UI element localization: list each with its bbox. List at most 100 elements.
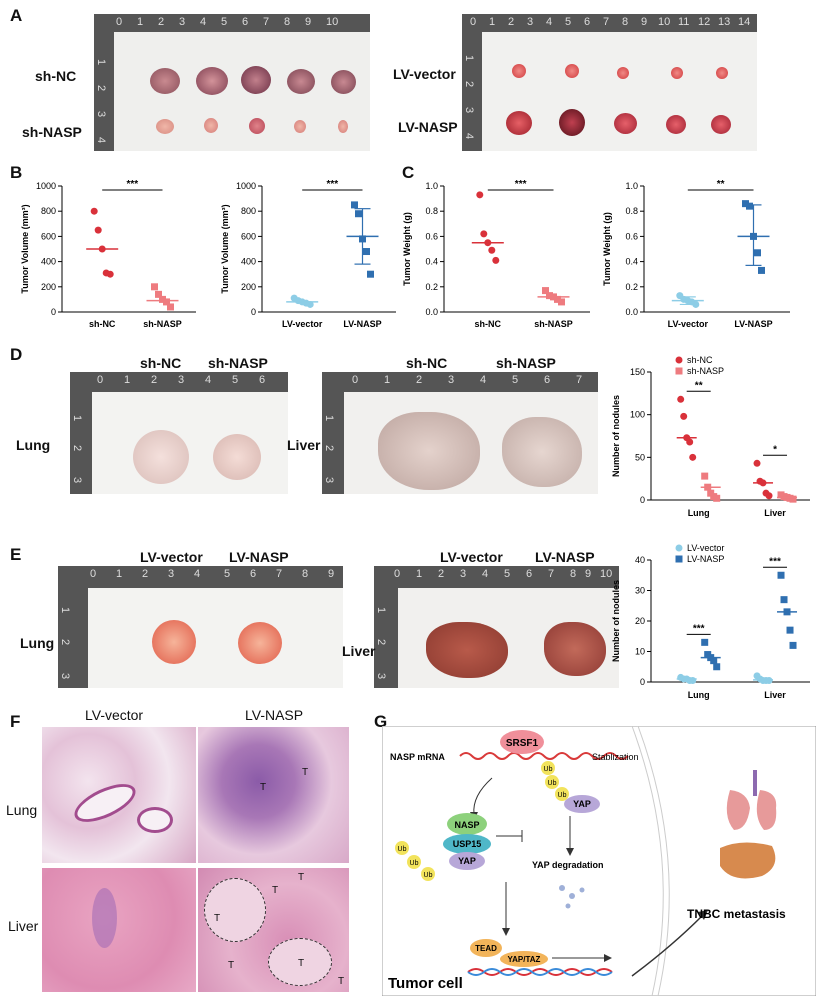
svg-text:Ub: Ub (410, 860, 419, 867)
tumor-vector-5 (716, 67, 728, 79)
tumor-photo-sh: 0 1 2 3 4 5 6 7 8 9 10 1 2 3 4 (94, 14, 370, 151)
e-header-liver-lv-nasp: LV-NASP (535, 549, 595, 565)
data-point (492, 256, 500, 264)
liver-photo-d: 0 1 2 3 4 5 6 7 1 2 3 (322, 372, 598, 494)
d-liver-label: Liver (287, 437, 321, 453)
y-tick-label: 0.4 (625, 257, 638, 267)
lung-sh-nc (133, 430, 189, 484)
y-tick-label: 30 (635, 586, 645, 596)
chart-b-volume-sh: 0 200 400 600 800 1000 Tumor Volume (mm³) sh-NC… (20, 179, 196, 329)
x-tick-label: Lung (688, 508, 710, 518)
yap-degradation-label: YAP degradation (532, 860, 604, 870)
tumor-cell-label: Tumor cell (388, 975, 463, 992)
ruler-horizontal: 0 1 2 3 4 5 6 (70, 372, 288, 392)
ruler-horizontal: 0 1 2 3 4 5 6 7 8 9 (58, 566, 343, 588)
y-tick-label: 10 (635, 647, 645, 657)
f-col-lv-vector: LV-vector (85, 707, 144, 723)
tumor-lvnasp-2 (559, 109, 585, 136)
ruler-vertical: 1 2 3 4 (94, 32, 114, 151)
usp15-label: USP15 (453, 839, 482, 849)
y-tick-label: 1000 (36, 181, 56, 191)
chart-c-weight-sh: 0.0 0.2 0.4 0.6 0.8 1.0 Tumor Weight (g) sh-NC s… (402, 179, 590, 329)
data-point (94, 226, 102, 234)
tumor-vector-2 (565, 64, 579, 78)
y-tick-label: 0 (51, 307, 56, 317)
panel-letter-c: C (402, 163, 415, 182)
y-tick-label: 600 (241, 231, 256, 241)
svg-text:Ub: Ub (548, 780, 557, 787)
liver-lv-nasp (544, 622, 606, 676)
tumor-vector-4 (671, 67, 683, 79)
tumor-nc-3 (241, 66, 271, 94)
data-point (306, 300, 314, 308)
y-tick-label: 800 (41, 206, 56, 216)
airway (69, 776, 141, 830)
row-label-sh-nc: sh-NC (35, 68, 77, 84)
svg-text:YAP/TAZ: YAP/TAZ (508, 955, 541, 964)
data-point (163, 298, 170, 306)
legend-marker (675, 555, 683, 563)
nasp-label: NASP (454, 820, 479, 830)
y-tick-label: 0.0 (625, 307, 638, 317)
y-tick-label: 20 (635, 616, 645, 626)
data-point (710, 657, 718, 665)
significance-label: * (773, 444, 777, 455)
legend-marker (675, 356, 683, 364)
e-header-liver-lv-vector: LV-vector (440, 549, 503, 565)
liver-photo-e: 0 1 2 3 4 5 6 7 8 9 10 1 2 3 (374, 566, 619, 688)
data-point (753, 459, 761, 467)
yap-label: YAP (458, 856, 476, 866)
data-point (780, 596, 788, 604)
tumor-nc-4 (287, 69, 315, 94)
y-tick-label: 1.0 (625, 181, 638, 191)
data-point (480, 230, 488, 238)
legend-label: sh-NC (687, 355, 713, 365)
ruler-horizontal: 0 1 2 3 4 5 6 7 8 9 10 11 12 13 14 (462, 14, 757, 32)
y-tick-label: 50 (635, 452, 645, 462)
tumor-region (268, 938, 332, 986)
row-label-lv-vector: LV-vector (393, 66, 456, 82)
y-tick-label: 800 (241, 206, 256, 216)
data-point (167, 303, 174, 311)
data-point (677, 395, 685, 403)
ruler-horizontal: 0 1 2 3 4 5 6 7 (322, 372, 598, 392)
membrane-line (631, 726, 664, 996)
e-header-lv-nasp: LV-NASP (229, 549, 289, 565)
tumor-nc-5 (331, 70, 356, 94)
f-row-lung: Lung (6, 802, 38, 818)
data-point (355, 210, 362, 218)
x-tick-label: LV-vector (282, 319, 323, 329)
data-point (686, 438, 694, 446)
lung-lv-nasp (238, 622, 282, 664)
fragment (559, 885, 565, 891)
y-tick-label: 0 (251, 307, 256, 317)
legend-marker (675, 367, 683, 375)
svg-text:YAP: YAP (573, 799, 591, 809)
significance-label: *** (327, 179, 339, 190)
panel-letter-d: D (10, 345, 23, 364)
chart-d-nodules: 0 50 100 150 Number of nodules Lung ** Liver * sh… (611, 355, 810, 518)
significance-label: *** (515, 179, 527, 190)
panel-letter-e: E (10, 545, 22, 564)
histology-lung-nasp: T T (198, 727, 349, 863)
yap-blob (564, 795, 600, 813)
svg-text:Ub: Ub (398, 846, 407, 853)
f-col-lv-nasp: LV-NASP (245, 707, 304, 723)
y-tick-label: 0.8 (625, 206, 638, 216)
d-lung-label: Lung (16, 437, 51, 453)
x-tick-label: sh-NASP (534, 319, 573, 329)
liver-sh-nc (378, 412, 480, 490)
y-axis-label: Tumor Weight (g) (402, 212, 412, 286)
y-tick-label: 0 (640, 677, 645, 687)
e-liver-label: Liver (342, 643, 376, 659)
data-point (558, 298, 565, 306)
significance-label: ** (695, 380, 703, 391)
x-tick-label: LV-NASP (343, 319, 381, 329)
legend-label: LV-vector (687, 543, 724, 553)
y-tick-label: 0.6 (625, 231, 638, 241)
arrowhead (566, 848, 574, 856)
arrowhead (698, 910, 708, 920)
significance-label: *** (127, 179, 139, 190)
svg-text:TEAD: TEAD (475, 944, 497, 953)
ub-bubble (421, 867, 435, 881)
